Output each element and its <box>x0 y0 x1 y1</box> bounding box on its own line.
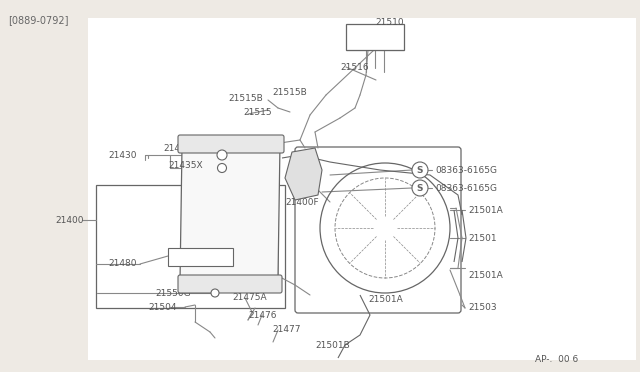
Circle shape <box>217 150 227 160</box>
Polygon shape <box>180 143 280 282</box>
Text: 21480: 21480 <box>108 259 136 267</box>
Text: 21477: 21477 <box>272 326 301 334</box>
Text: 21515B: 21515B <box>272 87 307 96</box>
Circle shape <box>218 164 227 173</box>
Bar <box>96 185 285 308</box>
Polygon shape <box>285 148 322 200</box>
Text: 21430: 21430 <box>108 151 136 160</box>
Text: 21515: 21515 <box>243 108 271 116</box>
Text: 21503: 21503 <box>468 304 497 312</box>
Text: 21400: 21400 <box>55 215 83 224</box>
Circle shape <box>211 289 219 297</box>
FancyBboxPatch shape <box>178 135 284 153</box>
Text: 21501B: 21501B <box>315 340 349 350</box>
Circle shape <box>412 180 428 196</box>
Bar <box>346 24 404 50</box>
Text: 21501A: 21501A <box>468 205 503 215</box>
Text: AP-.  00 6: AP-. 00 6 <box>535 356 579 365</box>
Text: 21480E: 21480E <box>183 248 217 257</box>
Text: 21435X: 21435X <box>168 160 203 170</box>
Bar <box>168 248 233 266</box>
Text: 21510: 21510 <box>375 17 404 26</box>
Text: 21400F: 21400F <box>285 198 319 206</box>
Text: 21501A: 21501A <box>368 295 403 305</box>
Text: S: S <box>417 166 423 174</box>
Text: 21501: 21501 <box>468 234 497 243</box>
Text: 21501A: 21501A <box>468 270 503 279</box>
Bar <box>88 18 636 360</box>
Text: S: S <box>417 166 423 174</box>
Circle shape <box>412 162 428 178</box>
Text: 21516: 21516 <box>340 62 369 71</box>
Text: 08363-6165G: 08363-6165G <box>435 166 497 174</box>
Text: [0889-0792]: [0889-0792] <box>8 15 68 25</box>
Text: S: S <box>417 183 423 192</box>
Text: 21475A: 21475A <box>232 294 267 302</box>
Text: 21515B: 21515B <box>228 93 263 103</box>
Text: 21504: 21504 <box>148 302 177 311</box>
Text: 21550G: 21550G <box>155 289 191 298</box>
Text: 21435N: 21435N <box>163 144 198 153</box>
Text: 08363-6165G: 08363-6165G <box>435 183 497 192</box>
Text: 21476: 21476 <box>248 311 276 321</box>
FancyBboxPatch shape <box>178 275 282 293</box>
Text: S: S <box>417 183 423 192</box>
